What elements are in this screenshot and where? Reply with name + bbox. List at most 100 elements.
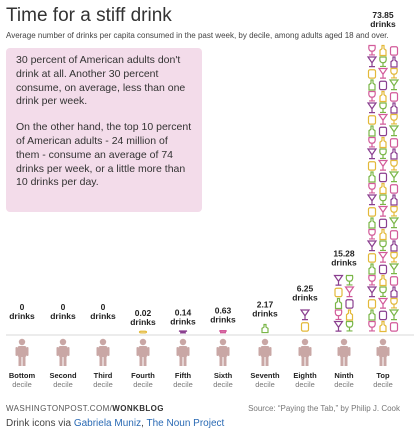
beer-can-icon <box>378 218 388 229</box>
beer-can-icon <box>367 207 377 217</box>
beer-bottle-icon <box>261 323 269 334</box>
beer-bottle-icon <box>390 102 398 114</box>
wine-glass-icon <box>219 329 227 334</box>
beer-can-icon <box>367 115 377 125</box>
unit-label: drinks <box>292 293 318 303</box>
beer-bottle-icon <box>368 263 376 275</box>
decile-suffix: decile <box>53 380 73 389</box>
beer-can-icon <box>367 299 377 309</box>
cocktail-glass-icon <box>377 251 389 263</box>
chart-subtitle: Average number of drinks per capita cons… <box>6 31 389 40</box>
decile-suffix: decile <box>373 380 393 389</box>
beer-can-icon <box>389 230 399 240</box>
beer-can-icon <box>389 184 399 194</box>
cocktail-glass-icon <box>366 240 378 252</box>
beer-can-icon <box>389 322 399 332</box>
beer-can-icon <box>378 126 388 137</box>
value-label: 0 <box>61 302 66 312</box>
person-icon <box>96 338 110 366</box>
beer-can-icon <box>138 330 148 334</box>
annotation-paragraph-2: On the other hand, the top 10 percent of… <box>16 121 192 189</box>
decile-label: Fifth <box>175 371 192 380</box>
beer-bottle-icon <box>390 194 398 206</box>
decile-suffix: decile <box>255 380 275 389</box>
unit-label: drinks <box>210 315 236 325</box>
decile-label: Top <box>376 371 390 380</box>
beer-bottle-icon <box>379 182 387 195</box>
cocktail-glass-icon <box>333 274 344 286</box>
beer-bottle-icon <box>345 309 354 321</box>
decile-suffix: decile <box>334 380 354 389</box>
beer-can-icon <box>345 299 354 309</box>
cocktail-glass-icon <box>388 217 400 229</box>
beer-bottle-icon <box>368 171 376 183</box>
decile-suffix: decile <box>213 380 233 389</box>
value-label: 6.25 <box>297 284 314 294</box>
unit-label: drinks <box>170 316 196 326</box>
person-icon <box>176 338 190 366</box>
value-label: 0 <box>20 302 25 312</box>
beer-bottle-icon <box>379 44 387 57</box>
beer-can-icon <box>389 46 399 56</box>
decile-label: Fourth <box>131 371 155 380</box>
person-icon <box>56 338 70 366</box>
wine-glass-icon <box>379 240 387 252</box>
beer-bottle-icon <box>379 274 387 287</box>
decile-suffix: decile <box>12 380 32 389</box>
wine-glass-icon <box>379 56 387 68</box>
decile-suffix: decile <box>173 380 193 389</box>
cocktail-glass-icon <box>377 67 389 79</box>
cocktail-glass-icon <box>388 263 400 275</box>
person-icon <box>136 338 150 366</box>
beer-can-icon <box>378 172 388 183</box>
beer-bottle-icon <box>368 217 376 229</box>
value-label: 0.02 <box>135 308 152 318</box>
decile-label: Sixth <box>214 371 233 380</box>
wine-glass-icon <box>368 182 376 194</box>
beer-bottle-icon <box>379 136 387 149</box>
wine-glass-icon <box>390 297 398 309</box>
wine-glass-icon <box>368 136 376 148</box>
wine-glass-icon <box>379 194 387 206</box>
data-source: Source: “Paying the Tab,” by Philip J. C… <box>248 404 400 413</box>
beer-can-icon <box>367 161 377 171</box>
person-icon <box>258 338 272 366</box>
unit-label: drinks <box>252 309 278 319</box>
beer-bottle-icon <box>379 320 387 333</box>
beer-bottle-icon <box>390 286 398 298</box>
beer-can-icon <box>389 276 399 286</box>
wine-glass-icon <box>368 228 376 240</box>
decile-suffix: decile <box>295 380 315 389</box>
beer-bottle-icon <box>368 125 376 137</box>
unit-label: drinks <box>9 311 35 321</box>
beer-bottle-icon <box>390 56 398 68</box>
unit-label: drinks <box>130 317 156 327</box>
value-label: 0.14 <box>175 307 192 317</box>
cocktail-glass-icon <box>377 113 389 125</box>
icons-credit: Drink icons via Gabriela Muniz, The Noun… <box>6 418 224 429</box>
cocktail-glass-icon <box>366 286 378 298</box>
beer-bottle-icon <box>390 148 398 160</box>
cocktail-glass-icon <box>388 171 400 183</box>
cocktail-glass-icon <box>366 56 378 68</box>
wine-glass-icon <box>390 113 398 125</box>
decile-label: Third <box>94 371 113 380</box>
decile-label: Ninth <box>334 371 354 380</box>
wine-glass-icon <box>345 274 354 286</box>
icons-credit-project-link[interactable]: The Noun Project <box>146 418 225 429</box>
value-label: 0 <box>101 302 106 312</box>
wine-glass-icon <box>379 286 387 298</box>
wine-glass-icon <box>390 205 398 217</box>
value-label: 2.17 <box>257 300 274 310</box>
beer-can-icon <box>334 287 343 298</box>
wine-glass-icon <box>390 67 398 79</box>
person-icon <box>15 338 29 366</box>
cocktail-glass-icon <box>388 309 400 321</box>
decile-label: Bottom <box>9 371 36 380</box>
beer-bottle-icon <box>379 228 387 241</box>
cocktail-glass-icon <box>366 148 378 160</box>
icons-credit-author-link[interactable]: Gabriela Muniz <box>73 418 142 429</box>
